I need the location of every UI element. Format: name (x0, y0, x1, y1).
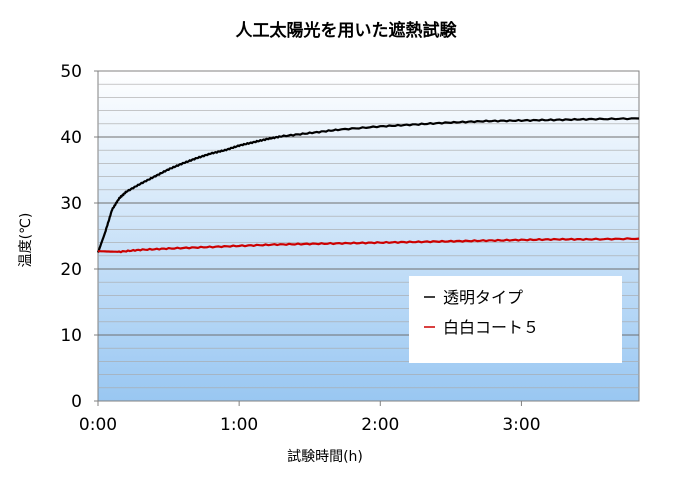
y-tick-label: 20 (60, 260, 82, 280)
x-tick-label: 1:00 (220, 415, 258, 435)
y-tick-label: 40 (60, 128, 82, 148)
x-tick-label: 3:00 (502, 415, 540, 435)
y-tick-label: 10 (60, 326, 82, 346)
series-line-0 (96, 117, 640, 253)
x-tick-label: 2:00 (361, 415, 399, 435)
legend-box (409, 276, 622, 363)
y-axis-ticks: 0 10 20 30 40 50 (60, 62, 98, 412)
legend-label-1: 白白コート５ (443, 318, 539, 337)
legend-label-0: 透明タイプ (443, 288, 523, 307)
series-line-1 (98, 237, 640, 254)
x-axis-ticks: 0:00 1:00 2:00 3:00 (79, 401, 541, 435)
x-axis-label: 試験時間(h) (287, 449, 363, 465)
chart-title: 人工太陽光を用いた遮熱試験 (236, 20, 458, 41)
series-lines (96, 117, 640, 254)
y-tick-label: 30 (60, 194, 82, 214)
y-tick-label: 50 (60, 62, 82, 82)
legend: 透明タイプ 白白コート５ (409, 276, 622, 363)
y-axis-label: 温度(℃) (18, 213, 34, 268)
y-tick-label: 0 (71, 392, 82, 412)
x-tick-label: 0:00 (79, 415, 117, 435)
